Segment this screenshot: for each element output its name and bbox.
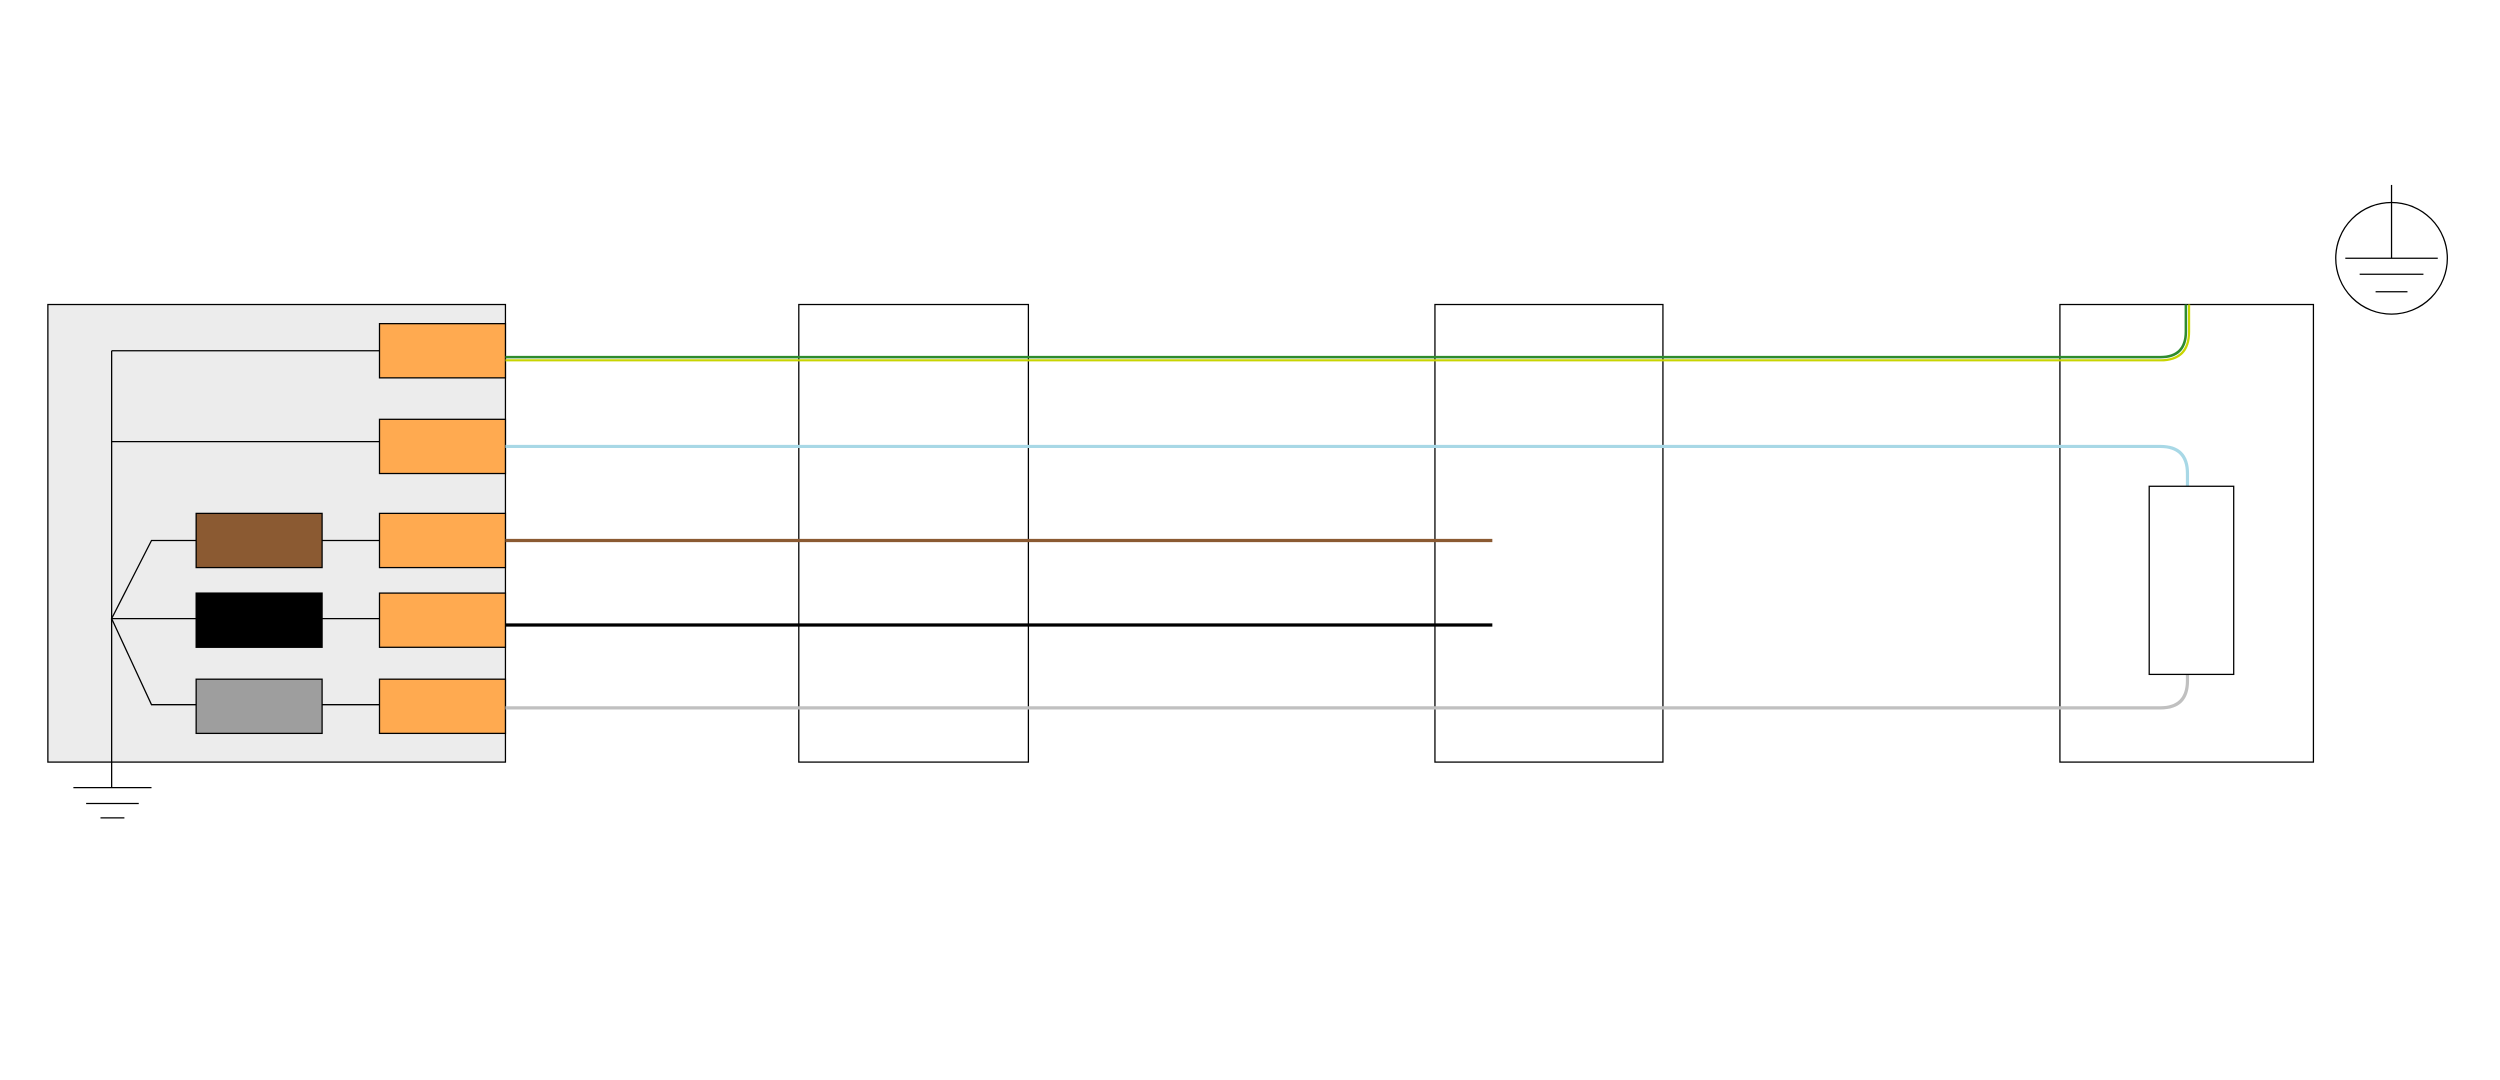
gray-wire bbox=[505, 674, 2190, 710]
ground-bus bbox=[73, 350, 380, 819]
neutral-wire bbox=[505, 444, 2190, 487]
terminal bbox=[378, 323, 507, 379]
load bbox=[2148, 485, 2235, 676]
terminal bbox=[378, 512, 507, 569]
terminal bbox=[378, 418, 507, 475]
black-resistor bbox=[195, 592, 323, 648]
junction-box bbox=[798, 303, 1030, 763]
terminals bbox=[378, 323, 507, 735]
terminal bbox=[378, 678, 507, 735]
junction-box bbox=[1434, 303, 1664, 763]
earth-symbol bbox=[2335, 184, 2448, 315]
brown-resistor bbox=[195, 512, 323, 569]
gray-resistor bbox=[195, 678, 323, 735]
earth-wire bbox=[505, 304, 2188, 359]
terminal bbox=[378, 592, 507, 648]
earth-wire-stripe bbox=[505, 304, 2191, 362]
